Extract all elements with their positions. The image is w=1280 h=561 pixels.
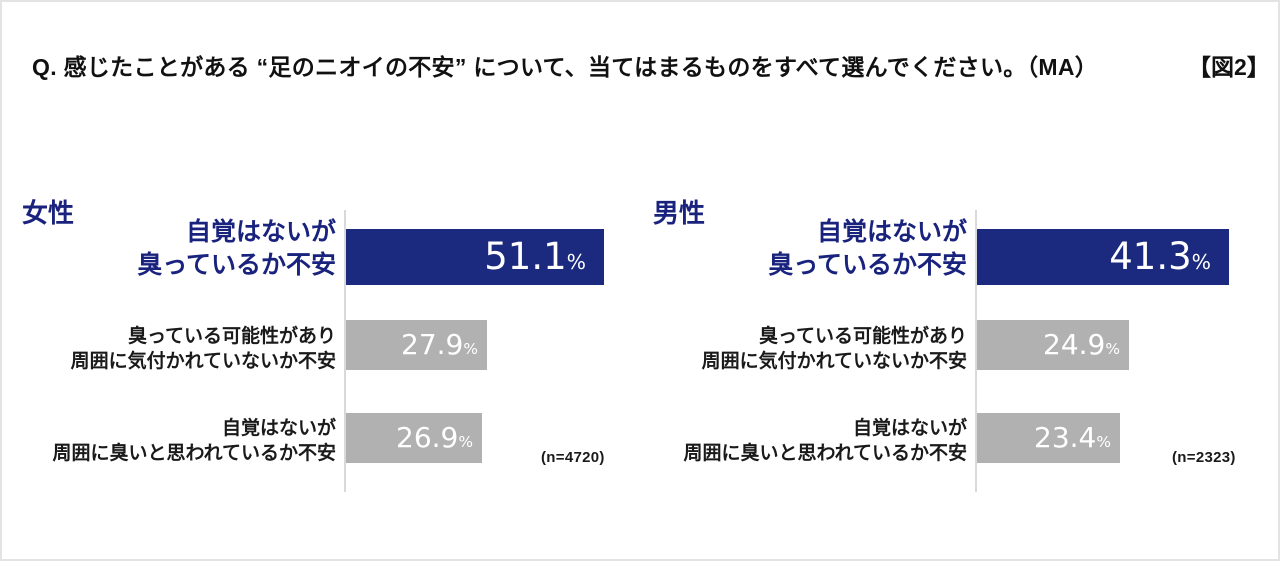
category-label: 自覚はないが 臭っているか不安: [22, 216, 340, 281]
percent-unit: %: [1096, 433, 1111, 451]
bar-value: 23.4: [1034, 421, 1097, 454]
sample-size-label: (n=4720): [541, 449, 605, 466]
figure-number-label: 【図2】: [1188, 54, 1270, 80]
category-label-line: 周囲に臭いと思われているか不安: [683, 442, 967, 464]
question-title: Q. 感じたことがある “足のニオイの不安” について、当てはまるものをすべて選…: [32, 54, 1099, 80]
bar-value: 24.9: [1043, 328, 1106, 361]
category-label-line: 自覚はないが: [816, 218, 967, 246]
category-label-line: 周囲に気付かれていないか不安: [70, 350, 336, 372]
bar: 26.9%: [346, 413, 482, 463]
category-label-line: 臭っているか不安: [768, 250, 967, 279]
bar: 27.9%: [346, 320, 487, 370]
bar: 51.1%: [346, 229, 604, 285]
category-label-line: 自覚はないが: [852, 418, 967, 439]
percent-unit: %: [1105, 340, 1120, 358]
axis-line: [975, 210, 977, 492]
percent-unit: %: [463, 340, 478, 358]
sample-size-label: (n=2323): [1172, 449, 1236, 466]
axis-line: [344, 210, 346, 492]
category-label: 自覚はないが 周囲に臭いと思われているか不安: [22, 417, 340, 466]
percent-unit: %: [566, 250, 586, 274]
category-label: 自覚はないが 周囲に臭いと思われているか不安: [653, 417, 971, 466]
category-label-line: 臭っている可能性があり: [758, 326, 967, 347]
percent-unit: %: [1191, 250, 1211, 274]
gender-label-men: 男性: [653, 198, 706, 228]
category-label: 臭っている可能性があり 周囲に気付かれていないか不安: [653, 325, 971, 374]
gender-label-women: 女性: [22, 198, 75, 228]
chart-panel-women: 女性 自覚はないが 臭っているか不安 臭っている可能性があり 周囲に気付かれてい…: [22, 192, 647, 512]
category-label-line: 臭っている可能性があり: [127, 326, 336, 347]
bar: 24.9%: [977, 320, 1129, 370]
bar-value: 41.3: [1109, 235, 1192, 278]
category-label-line: 自覚はないが: [185, 218, 336, 246]
chart-panel-men: 男性 自覚はないが 臭っているか不安 臭っている可能性があり 周囲に気付かれてい…: [653, 192, 1278, 512]
bar-value: 27.9: [401, 328, 464, 361]
bar: 41.3%: [977, 229, 1229, 285]
category-label-line: 周囲に臭いと思われているか不安: [52, 442, 336, 464]
bar: 23.4%: [977, 413, 1120, 463]
category-label: 自覚はないが 臭っているか不安: [653, 216, 971, 281]
category-label-line: 自覚はないが: [221, 418, 336, 439]
bar-value: 26.9: [396, 421, 459, 454]
category-label-line: 周囲に気付かれていないか不安: [701, 350, 967, 372]
category-label: 臭っている可能性があり 周囲に気付かれていないか不安: [22, 325, 340, 374]
bar-value: 51.1: [484, 235, 567, 278]
category-label-line: 臭っているか不安: [137, 250, 336, 279]
percent-unit: %: [458, 433, 473, 451]
